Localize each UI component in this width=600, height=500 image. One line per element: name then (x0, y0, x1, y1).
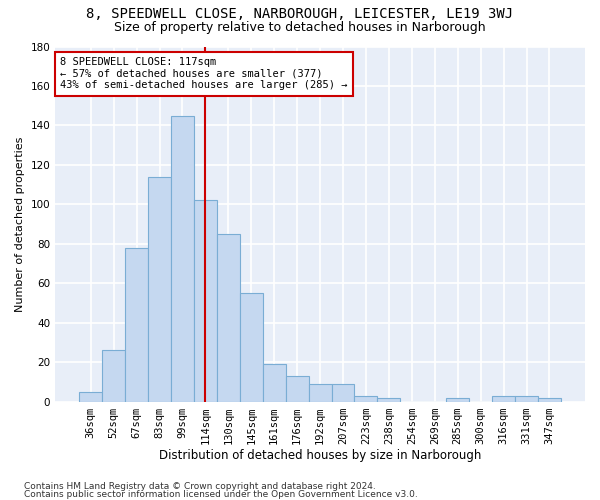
Text: Contains HM Land Registry data © Crown copyright and database right 2024.: Contains HM Land Registry data © Crown c… (24, 482, 376, 491)
Bar (515, 396, 538, 402)
Bar (125, 248, 148, 402)
Text: 8, SPEEDWELL CLOSE, NARBOROUGH, LEICESTER, LE19 3WJ: 8, SPEEDWELL CLOSE, NARBOROUGH, LEICESTE… (86, 8, 514, 22)
Bar (263, 364, 286, 402)
Y-axis label: Number of detached properties: Number of detached properties (15, 136, 25, 312)
Text: Contains public sector information licensed under the Open Government Licence v3: Contains public sector information licen… (24, 490, 418, 499)
Bar (79, 392, 102, 402)
Text: 8 SPEEDWELL CLOSE: 117sqm
← 57% of detached houses are smaller (377)
43% of semi: 8 SPEEDWELL CLOSE: 117sqm ← 57% of detac… (61, 57, 348, 90)
Bar (102, 350, 125, 402)
Bar (240, 293, 263, 402)
Bar (308, 384, 332, 402)
Bar (492, 396, 515, 402)
X-axis label: Distribution of detached houses by size in Narborough: Distribution of detached houses by size … (159, 450, 481, 462)
Bar (194, 200, 217, 402)
Bar (355, 396, 377, 402)
Bar (148, 176, 171, 402)
Bar (217, 234, 240, 402)
Bar (538, 398, 561, 402)
Bar (446, 398, 469, 402)
Text: Size of property relative to detached houses in Narborough: Size of property relative to detached ho… (114, 21, 486, 34)
Bar (332, 384, 355, 402)
Bar (377, 398, 400, 402)
Bar (286, 376, 308, 402)
Bar (171, 116, 194, 402)
